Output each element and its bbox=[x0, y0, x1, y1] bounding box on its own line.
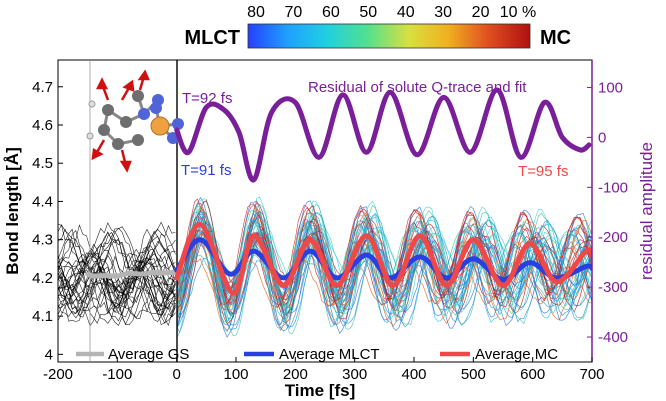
trajectory-gs bbox=[58, 221, 176, 269]
y-tick-label: 4.5 bbox=[32, 155, 53, 172]
y-tick-label: 4.2 bbox=[32, 270, 53, 287]
x-tick-label: 500 bbox=[461, 366, 486, 383]
colorbar-left-label: MLCT bbox=[184, 27, 240, 49]
trajectory-gs bbox=[58, 268, 176, 317]
x-tick-label: 600 bbox=[520, 366, 545, 383]
colorbar-tick-label: 40 bbox=[397, 4, 415, 21]
colorbar-tick-label: 10 % bbox=[500, 4, 536, 21]
trajectory-gs bbox=[58, 224, 176, 272]
trajectory-gs bbox=[58, 270, 176, 319]
trajectory-excited bbox=[176, 234, 592, 319]
right-tick-label: 100 bbox=[598, 79, 623, 96]
average-mc-line bbox=[174, 221, 592, 296]
x-tick-label: 300 bbox=[342, 366, 367, 383]
x-tick-label: -200 bbox=[43, 366, 73, 383]
y-tick-label: 4.6 bbox=[32, 117, 53, 134]
y-tick-label: 4.4 bbox=[32, 193, 53, 210]
right-axis-label: residual amplitude bbox=[637, 142, 656, 280]
annotation-t91: T=91 fs bbox=[181, 162, 231, 179]
trajectory-excited bbox=[176, 238, 592, 330]
trajectory-gs bbox=[58, 229, 176, 279]
right-tick-label: 0 bbox=[598, 129, 606, 146]
y-tick-label: 4 bbox=[45, 346, 53, 363]
right-tick-label: -100 bbox=[598, 179, 628, 196]
trajectory-gs bbox=[58, 282, 176, 326]
colorbar-tick-label: 70 bbox=[285, 4, 303, 21]
right-tick-label: -200 bbox=[598, 229, 628, 246]
right-tick-label: -300 bbox=[598, 279, 628, 296]
legend-mc-label: Average MC bbox=[475, 346, 558, 363]
x-axis-label: Time [fs] bbox=[285, 381, 356, 400]
trajectory-excited bbox=[176, 205, 592, 326]
annotation-residual-title: Residual of solute Q-trace and fit bbox=[308, 79, 527, 96]
y-tick-label: 4.1 bbox=[32, 308, 53, 325]
colorbar-tick-label: 80 bbox=[247, 4, 265, 21]
colorbar-right-label: MC bbox=[540, 27, 571, 49]
trajectory-gs bbox=[58, 267, 176, 314]
molecule-inset bbox=[86, 69, 184, 173]
right-tick-label: -400 bbox=[598, 329, 628, 346]
y-tick-label: 4.3 bbox=[32, 232, 53, 249]
x-tick-label: 700 bbox=[579, 366, 604, 383]
x-tick-label: 0 bbox=[172, 366, 180, 383]
trajectory-gs bbox=[58, 277, 176, 327]
trajectory-gs bbox=[58, 264, 176, 313]
legend-mlct-label: Average MLCT bbox=[279, 346, 380, 363]
trajectory-gs bbox=[58, 228, 176, 270]
trajectory-gs bbox=[58, 228, 176, 279]
trajectory-excited bbox=[176, 211, 592, 307]
trajectory-gs bbox=[58, 231, 176, 279]
trajectory-gs bbox=[58, 261, 176, 306]
x-tick-label: 400 bbox=[401, 366, 426, 383]
trajectory-excited bbox=[176, 227, 592, 285]
annotation-t95: T=95 fs bbox=[518, 163, 568, 180]
trajectory-gs bbox=[58, 278, 176, 322]
colorbar-tick-label: 20 bbox=[472, 4, 490, 21]
trajectory-gs bbox=[58, 224, 176, 271]
average-gs-line bbox=[85, 269, 180, 279]
plot-frame bbox=[57, 59, 593, 363]
x-tick-label: -100 bbox=[102, 366, 132, 383]
x-tick-label: 100 bbox=[223, 366, 248, 383]
colorbar-tick-label: 30 bbox=[434, 4, 452, 21]
residual-line bbox=[174, 87, 592, 183]
legend: Average GS Average MLCT Average MC bbox=[76, 346, 558, 363]
legend-gs-label: Average GS bbox=[108, 346, 189, 363]
trajectory-gs bbox=[58, 266, 176, 310]
y-axis-label: Bond length [Å] bbox=[3, 147, 22, 274]
colorbar-gradient bbox=[247, 23, 531, 49]
iron-atom bbox=[150, 116, 170, 136]
trajectory-excited bbox=[176, 198, 592, 306]
colorbar: 80 70 60 50 40 30 20 10 % MLCT MC bbox=[184, 4, 571, 49]
x-tick-label: 200 bbox=[283, 366, 308, 383]
annotation-t92: T=92 fs bbox=[182, 90, 232, 107]
colorbar-tick-label: 50 bbox=[359, 4, 377, 21]
colorbar-tick-label: 60 bbox=[322, 4, 340, 21]
trajectory-gs bbox=[58, 254, 176, 300]
y-tick-label: 4.7 bbox=[32, 79, 53, 96]
trajectory-excited bbox=[176, 213, 592, 326]
